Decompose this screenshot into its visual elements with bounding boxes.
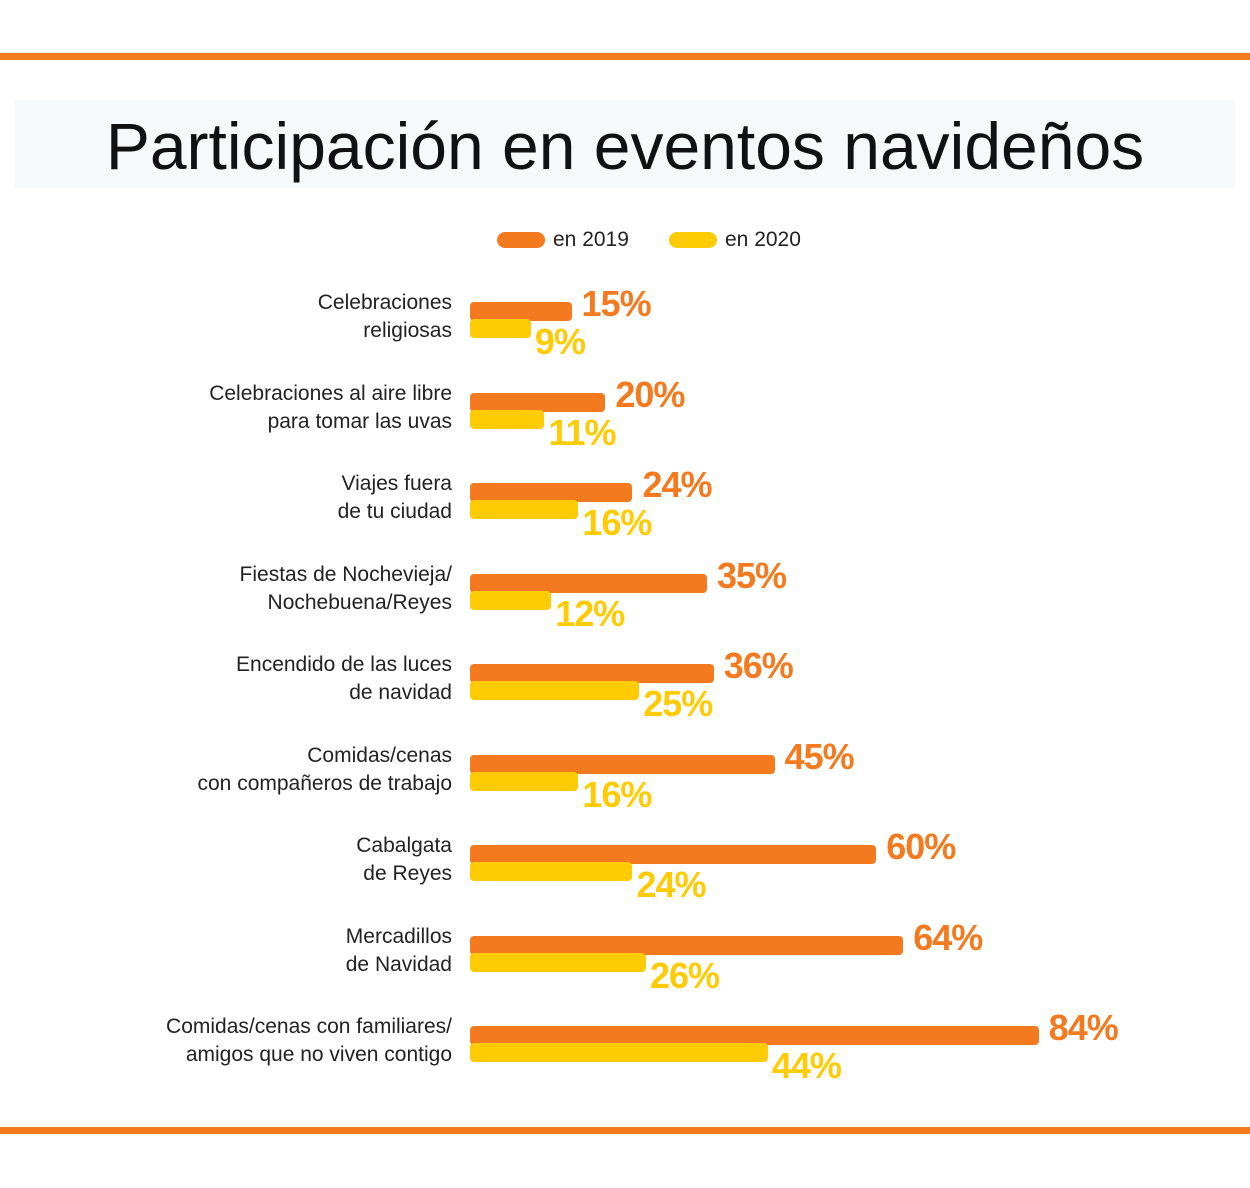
category-label: Comidas/cenas con compañeros de trabajo xyxy=(52,742,453,798)
bar-2020 xyxy=(470,681,640,700)
chart-title: Participación en eventos navideños xyxy=(105,109,1145,183)
value-label-2020: 16% xyxy=(582,773,652,815)
value-label-2020: 16% xyxy=(582,502,652,543)
category-label-line: de Reyes xyxy=(363,862,452,885)
value-label-2020: 11% xyxy=(548,411,616,453)
value-label-2019: 24% xyxy=(642,464,712,505)
value-label-2020: 24% xyxy=(636,864,706,905)
category-label-line: Mercadillos xyxy=(345,924,452,948)
value-label-2019: 35% xyxy=(716,554,787,596)
category-label-line: Celebraciones al aire libre xyxy=(209,381,452,405)
top-rule xyxy=(0,53,1250,60)
bar-2019 xyxy=(470,845,877,864)
category-label: Mercadillos de Navidad xyxy=(52,923,452,979)
bar-2020 xyxy=(470,862,633,881)
category-label-line: Encendido de las luces xyxy=(236,653,452,676)
value-label-2020: 9% xyxy=(534,321,586,362)
bar-2019 xyxy=(470,754,775,774)
bar-2019 xyxy=(470,664,714,683)
title-band xyxy=(15,100,1235,188)
value-label-2019: 64% xyxy=(913,916,983,958)
category-label-line: Nochebuena/Reyes xyxy=(267,590,452,614)
bar-2019 xyxy=(470,302,572,321)
category-label: Fiestas de Nochevieja/Nochebuena/Reyes xyxy=(52,561,452,617)
category-label: Cabalgata de Reyes xyxy=(52,832,452,888)
bar-2019 xyxy=(470,392,606,412)
category-label-line: Comidas/cenas con familiares/ xyxy=(166,1015,452,1038)
bar-2020 xyxy=(470,590,552,610)
category-label-line: Fiestas de Nochevieja/ xyxy=(239,562,452,586)
legend-swatch-2020 xyxy=(669,232,717,248)
legend-2020: en 2020 xyxy=(669,228,801,252)
category-label: Comidas/cenas con familiares/amigos que … xyxy=(52,1013,452,1069)
category-label-line: amigos que no viven contigo xyxy=(185,1043,452,1066)
bar-2019 xyxy=(470,1026,1039,1045)
value-label-2020: 26% xyxy=(650,954,720,996)
category-label: Celebraciones al aire libre para tomar la… xyxy=(52,380,452,436)
value-label-2020: 25% xyxy=(643,683,713,724)
category-label-line: de navidad xyxy=(349,681,452,704)
category-label-line: de tu ciudad xyxy=(337,500,452,523)
category-label: Viajes fuera de tu ciudad xyxy=(52,470,452,526)
category-label: Encendido de las luces de navidad xyxy=(52,651,452,707)
category-label-line: de Navidad xyxy=(345,952,452,976)
category-label-line: Celebraciones xyxy=(317,291,452,314)
legend-label-2019: en 2019 xyxy=(553,228,629,251)
category-label-line: con compañeros de trabajo xyxy=(197,771,453,795)
bar-2020 xyxy=(470,771,579,791)
bar-2020 xyxy=(470,409,545,429)
category-label-line: Cabalgata xyxy=(356,834,452,857)
value-label-2020: 12% xyxy=(555,592,625,634)
bar-2019 xyxy=(470,483,633,502)
legend-label-2020: en 2020 xyxy=(725,228,801,251)
category-label-line: para tomar las uvas xyxy=(267,409,452,433)
bar-2019 xyxy=(470,573,707,593)
bar-2020 xyxy=(470,500,579,519)
category-label-line: Comidas/cenas xyxy=(307,743,452,767)
value-label-2019: 84% xyxy=(1048,1007,1119,1048)
bar-2020 xyxy=(470,952,647,972)
value-label-2019: 45% xyxy=(784,735,855,777)
value-label-2020: 44% xyxy=(771,1045,842,1086)
value-label-2019: 15% xyxy=(581,283,652,324)
legend-2019: en 2019 xyxy=(497,228,629,252)
bar-2020 xyxy=(470,319,531,338)
bottom-rule xyxy=(0,1127,1250,1134)
category-label: Celebraciones religiosas xyxy=(52,289,452,345)
value-label-2019: 20% xyxy=(615,373,685,415)
category-label-line: Viajes fuera xyxy=(341,472,452,495)
legend-swatch-2019 xyxy=(497,232,545,248)
value-label-2019: 60% xyxy=(886,826,956,867)
bar-2019 xyxy=(470,935,904,955)
category-label-line: religiosas xyxy=(363,319,452,342)
bar-2020 xyxy=(470,1043,768,1062)
value-label-2019: 36% xyxy=(723,645,794,686)
